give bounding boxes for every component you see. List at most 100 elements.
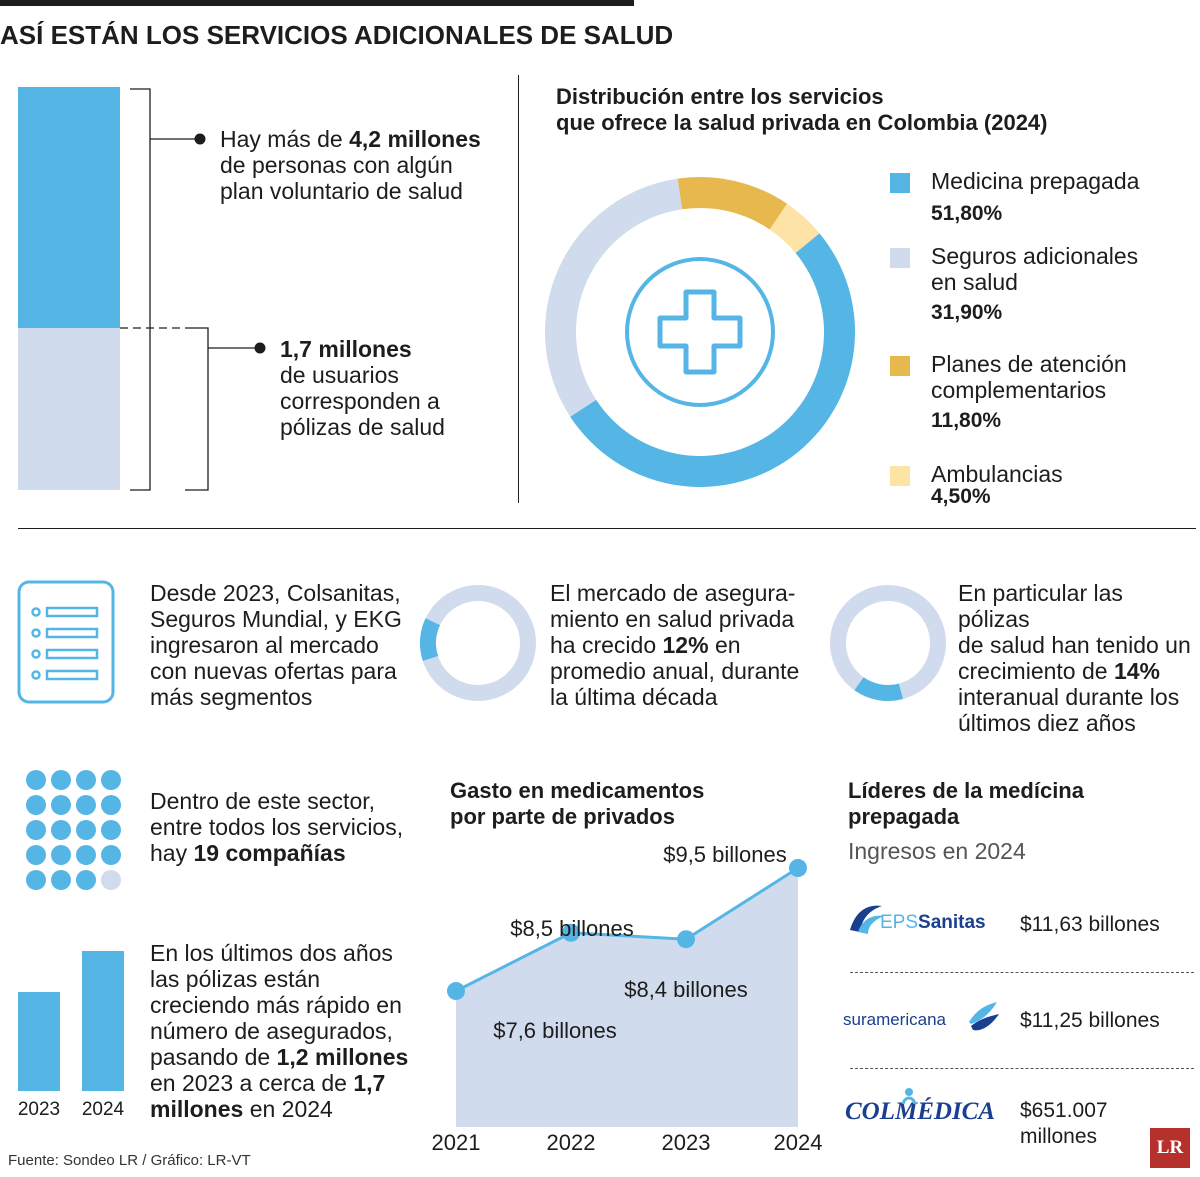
new-entrants-line2: Seguros Mundial, y EKG <box>150 606 402 632</box>
bar-brackets <box>120 88 266 491</box>
leader-value-sanitas: $11,63 billones <box>1020 913 1160 936</box>
spending-axis-2024: 2024 <box>774 1130 823 1155</box>
company-dot <box>101 770 121 790</box>
total-plans-line2: de personas con algún <box>220 152 453 178</box>
spending-point-2022 <box>562 923 580 942</box>
total-plans-text: Hay más de 4,2 millones de personas con … <box>220 126 481 204</box>
company-dot <box>76 845 96 865</box>
company-dot <box>26 770 46 790</box>
spending-label-2021: $7,6 billones <box>493 1018 617 1043</box>
company-dot-empty <box>101 870 121 890</box>
colmedica-logo: COLMÉDICA <box>845 1088 1015 1138</box>
colmedica-figure-icon <box>901 1088 917 1105</box>
policies-ring-track <box>830 585 946 701</box>
spending-point-2023 <box>677 930 695 949</box>
colmedica-logo-col: COL <box>845 1098 895 1125</box>
distribution-title-line1: Distribución entre los servicios <box>556 84 884 109</box>
policies-growth-line5: últimos diez años <box>958 710 1136 736</box>
spending-label-2022: $8,5 billones <box>510 916 634 941</box>
policies-growth-text: En particular las pólizas de salud han t… <box>958 580 1200 736</box>
donut-slice-ambulancias <box>769 203 820 253</box>
companies-dot-grid <box>26 770 126 890</box>
lr-brand-text: LR <box>1156 1137 1184 1158</box>
company-dot <box>76 770 96 790</box>
leaders-subtitle: Ingresos en 2024 <box>848 838 1026 864</box>
header-rule <box>0 0 634 6</box>
legend-swatch-planes <box>890 356 910 376</box>
medical-cross-icon <box>657 289 743 375</box>
market-growth-text: El mercado de asegura- miento en salud p… <box>550 580 799 710</box>
company-dot <box>51 845 71 865</box>
sanitas-logo-text: EPSSanitas <box>880 912 986 934</box>
company-dot <box>26 870 46 890</box>
total-plans-pre: Hay más de <box>220 126 350 152</box>
policies-users-value: 1,7 millones <box>280 336 412 362</box>
market-growth-line4: promedio anual, durante <box>550 658 800 684</box>
page-title: ASÍ ESTÁN LOS SERVICIOS ADICIONALES DE S… <box>0 20 674 50</box>
bar-2023 <box>18 992 60 1091</box>
policies-users-text: 1,7 millones de usuarios corresponden a … <box>280 336 445 440</box>
company-dot <box>26 795 46 815</box>
spending-label-2024: $9,5 billones <box>663 842 787 867</box>
market-ring-track <box>420 585 536 701</box>
leaders-title-line1: Líderes de la medícina <box>848 778 1084 803</box>
leader-value-colmedica-amount: $651.007 <box>1020 1099 1108 1122</box>
legend-value-seguros: 31,90% <box>931 301 1003 324</box>
policies-users-line3: corresponden a <box>280 388 440 414</box>
spending-line <box>455 866 799 993</box>
policy-growth-value-2024: 1,7 <box>353 1070 386 1096</box>
spending-area <box>456 868 798 1127</box>
legend-swatch-prepagada <box>890 173 910 193</box>
market-growth-value: 12% <box>662 632 709 658</box>
policy-growth-value-2023: 1,2 millones <box>276 1044 409 1070</box>
donut-slice-seguros <box>545 178 683 417</box>
company-dot <box>26 820 46 840</box>
policies-ring-segment <box>854 677 904 701</box>
legend-label-planes-2: complementarios <box>931 377 1107 403</box>
source-note: Fuente: Sondeo LR / Gráfico: LR-VT <box>8 1152 251 1169</box>
companies-text: Dentro de este sector, entre todos los s… <box>150 788 403 866</box>
leaders-title: Líderes de la medícina prepagada <box>848 778 1084 830</box>
market-ring-segment <box>420 618 440 661</box>
leaders-title-line2: prepagada <box>848 804 960 829</box>
lr-brand-logo: LR <box>1150 1128 1190 1168</box>
market-growth-line5: la última década <box>550 684 718 710</box>
new-entrants-line4: con nuevas ofertas para <box>150 658 397 684</box>
leaders-divider-2 <box>850 1068 1194 1069</box>
new-entrants-line3: ingresaron al mercado <box>150 632 379 658</box>
policy-growth-line3: creciendo más rápido en <box>150 992 402 1018</box>
total-bar-light <box>18 328 120 490</box>
distribution-title-line2: que ofrece la salud privada en Colombia … <box>556 110 1048 135</box>
suramericana-wing-icon <box>969 1002 999 1031</box>
total-plans-line3: plan voluntario de salud <box>220 178 463 204</box>
policy-growth-line2: las pólizas están <box>150 966 321 992</box>
company-dot <box>26 845 46 865</box>
total-bar-blue <box>18 87 120 328</box>
companies-line1: Dentro de este sector, <box>150 788 376 814</box>
bar-label-2024: 2024 <box>81 1099 125 1120</box>
company-dot <box>51 770 71 790</box>
policies-growth-pre: crecimiento de <box>958 658 1114 684</box>
market-growth-pre: ha crecido <box>550 632 663 658</box>
spending-point-2021 <box>447 982 465 1001</box>
company-dot <box>76 795 96 815</box>
distribution-donut <box>545 177 855 487</box>
legend-swatch-seguros <box>890 248 910 268</box>
company-dot <box>51 870 71 890</box>
market-growth-line2: miento en salud privada <box>550 606 795 632</box>
policies-growth-line1: En particular las pólizas <box>958 580 1123 632</box>
policy-growth-line1: En los últimos dos años <box>150 940 393 966</box>
company-dot <box>101 795 121 815</box>
colmedica-logo-medica: MÉDICA <box>895 1098 996 1125</box>
list-document-icon <box>17 580 115 704</box>
sanitas-logo: EPSSanitas <box>846 898 1006 938</box>
total-plans-value: 4,2 millones <box>349 126 481 152</box>
company-dot <box>76 870 96 890</box>
policy-growth-post7: en 2024 <box>243 1096 333 1122</box>
suramericana-logo: suramericana <box>843 1000 1003 1040</box>
policy-growth-line4: número de asegurados, <box>150 1018 393 1044</box>
legend-value-planes: 11,80% <box>931 409 1002 432</box>
legend-swatch-ambulancias <box>890 466 910 486</box>
companies-pre: hay <box>150 840 194 866</box>
policies-growth-line4: interanual durante los <box>958 684 1180 710</box>
